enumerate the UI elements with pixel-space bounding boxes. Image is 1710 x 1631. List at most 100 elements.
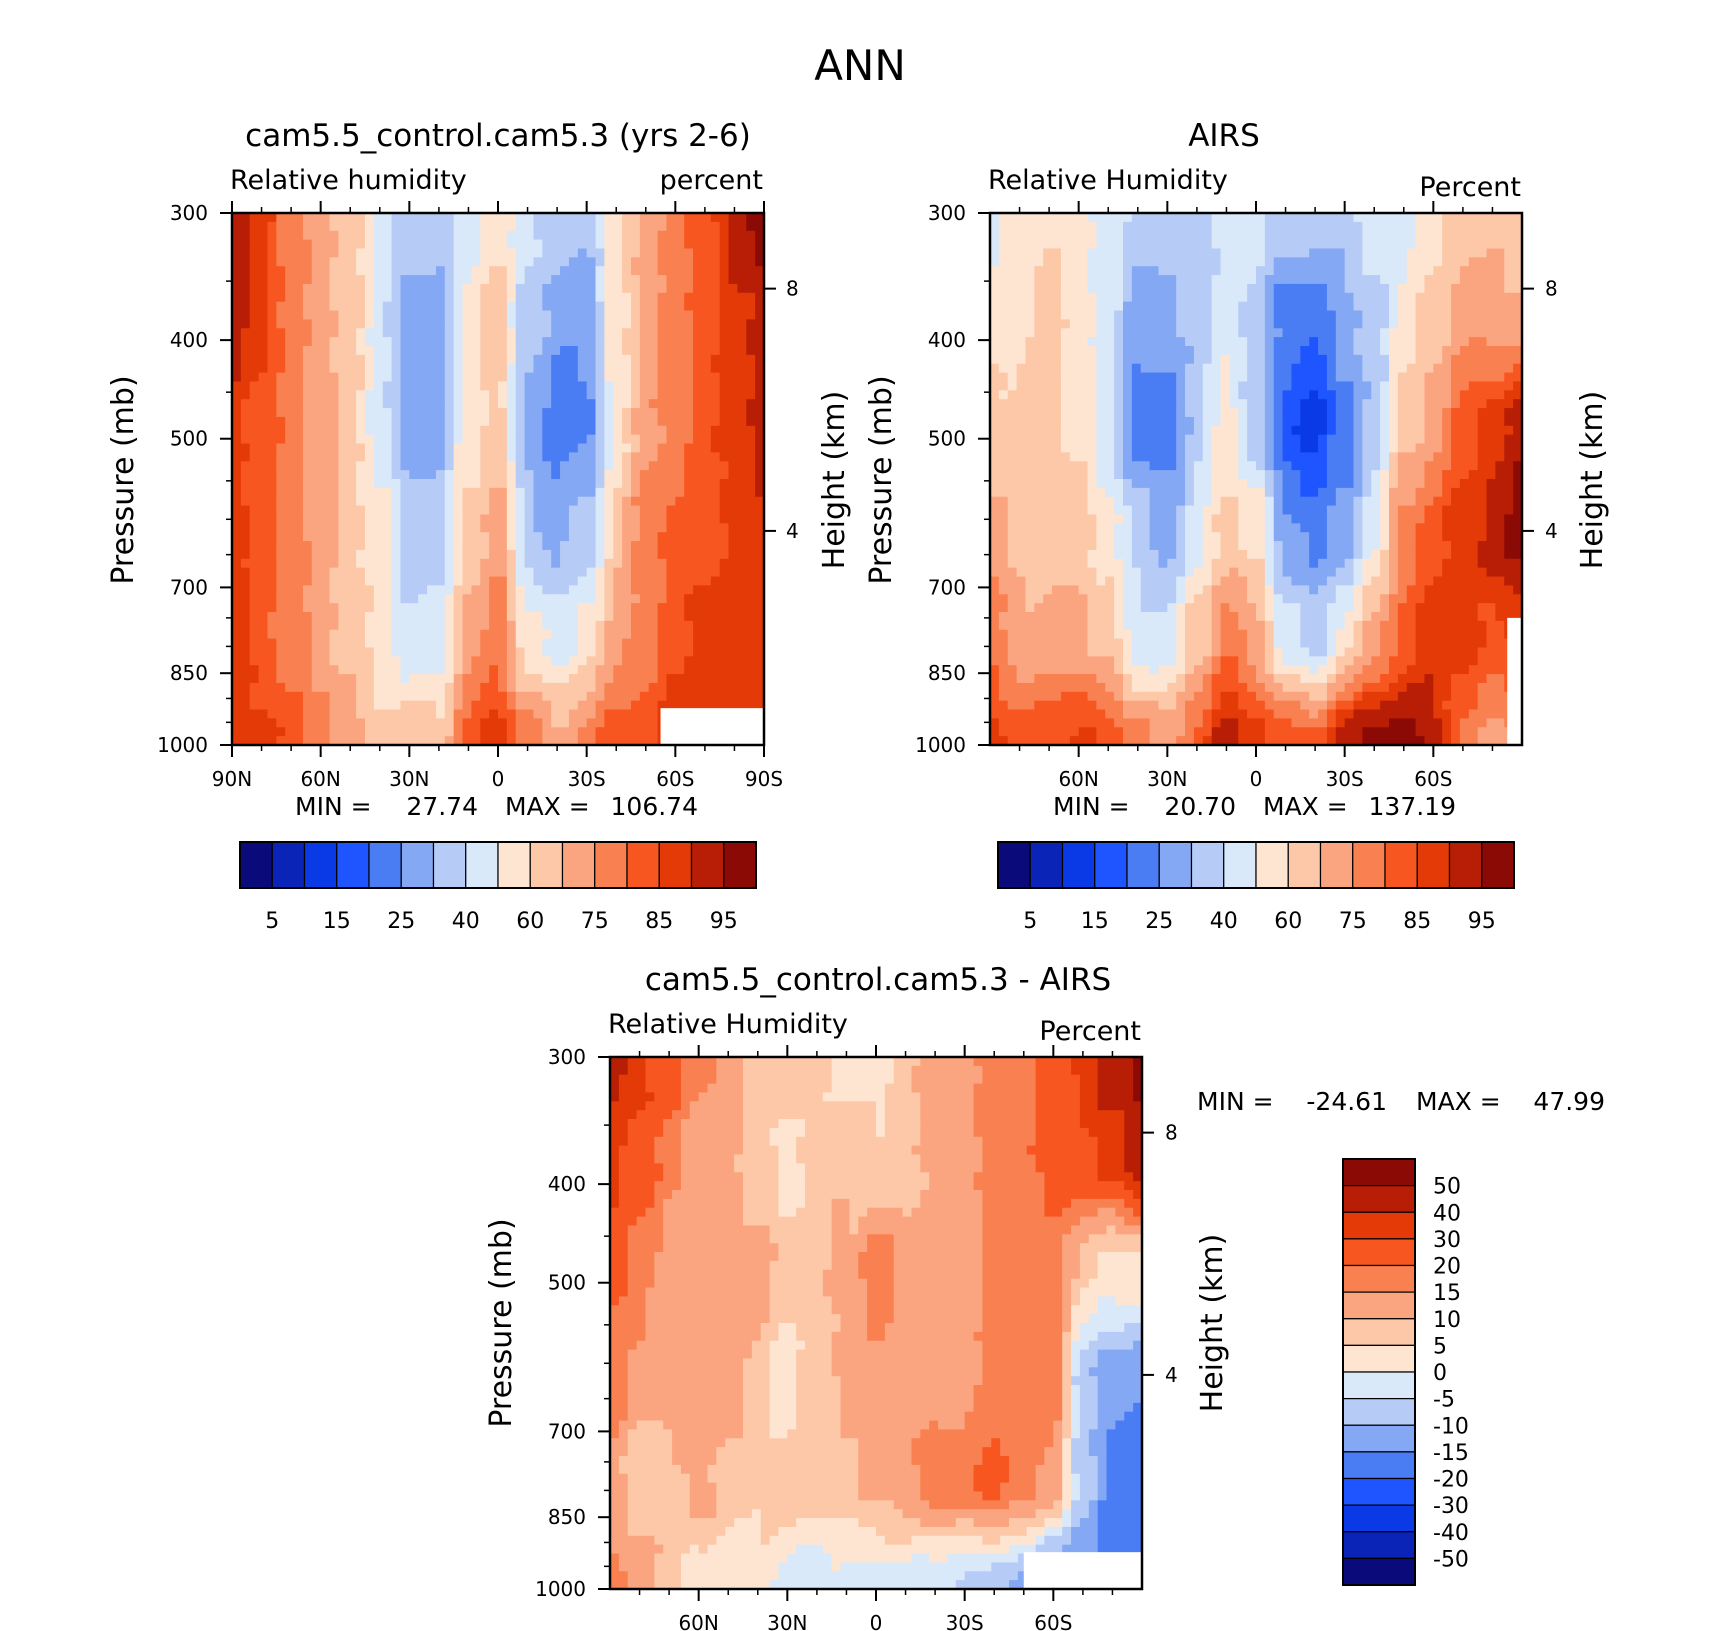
contour-cell — [675, 514, 685, 524]
contour-cell — [568, 487, 579, 498]
contour-cell — [1123, 443, 1133, 453]
contour-cell — [498, 479, 508, 489]
contour-cell — [329, 585, 339, 595]
contour-cell — [471, 470, 481, 480]
contour-cell — [1123, 213, 1133, 223]
contour-cell — [746, 629, 756, 640]
contour-cell — [577, 718, 588, 728]
contour-cell — [373, 399, 384, 409]
contour-cell — [998, 425, 1009, 436]
contour-cell — [604, 328, 614, 338]
contour-cell — [489, 213, 499, 223]
contour-cell — [1149, 505, 1160, 516]
contour-cell — [1078, 470, 1089, 480]
contour-cell — [1078, 266, 1089, 276]
contour-cell — [498, 691, 508, 702]
contour-cell — [1034, 585, 1044, 595]
contour-cell — [418, 443, 428, 453]
contour-cell — [551, 408, 561, 418]
contour-cell — [1069, 549, 1080, 560]
contour-cell — [338, 665, 348, 675]
contour-cell — [338, 221, 348, 232]
contour-cell — [506, 319, 517, 329]
contour-cell — [990, 230, 1000, 241]
contour-cell — [631, 576, 641, 586]
contour-cell — [657, 470, 668, 480]
contour-cell — [1025, 603, 1035, 613]
contour-cell — [524, 301, 535, 312]
contour-cell — [258, 700, 269, 711]
contour-cell — [1096, 558, 1106, 569]
contour-cell — [480, 629, 490, 640]
contour-cell — [338, 549, 348, 560]
contour-cell — [1140, 470, 1151, 480]
contour-cell — [719, 470, 730, 480]
contour-cell — [577, 656, 588, 666]
contour-cell — [568, 612, 579, 622]
contour-cell — [427, 603, 437, 613]
contour-cell — [1069, 709, 1080, 719]
contour-cell — [719, 319, 730, 329]
contour-cell — [604, 487, 614, 498]
contour-cell — [338, 239, 348, 250]
contour-cell — [613, 496, 623, 507]
contour-cell — [533, 292, 543, 303]
colorbar-box — [690, 841, 725, 889]
contour-cell — [418, 346, 428, 356]
contour-cell — [427, 328, 437, 338]
contour-cell — [1025, 230, 1035, 241]
contour-cell — [267, 381, 277, 391]
contour-cell — [391, 408, 402, 418]
contour-cell — [435, 452, 446, 462]
contour-cell — [1167, 416, 1177, 427]
contour-cell — [356, 523, 366, 533]
contour-cell — [320, 514, 331, 524]
contour-cell — [755, 691, 764, 702]
contour-cell — [577, 337, 588, 347]
contour-cell — [737, 310, 747, 320]
contour-cell — [240, 301, 251, 312]
contour-cell — [285, 266, 295, 276]
contour-cell — [1007, 736, 1018, 745]
contour-cell — [427, 487, 437, 498]
contour-cell — [285, 381, 295, 391]
contour-cell — [551, 275, 561, 285]
contour-cell — [365, 585, 375, 595]
contour-cell — [586, 682, 597, 693]
contour-cell — [302, 674, 313, 684]
contour-cell — [595, 425, 605, 436]
contour-cell — [373, 470, 384, 480]
contour-cell — [400, 230, 410, 241]
contour-cell — [302, 576, 313, 586]
contour-cell — [737, 612, 747, 622]
contour-cell — [258, 372, 269, 383]
contour-cell — [382, 514, 393, 524]
contour-cell — [462, 425, 472, 436]
contour-cell — [533, 399, 543, 409]
contour-cell — [302, 700, 313, 711]
contour-cell — [1060, 523, 1071, 533]
contour-cell — [506, 337, 517, 347]
contour-cell — [568, 470, 579, 480]
contour-cell — [285, 337, 295, 347]
contour-cell — [489, 514, 499, 524]
contour-cell — [311, 416, 322, 427]
contour-cell — [294, 301, 304, 312]
contour-cell — [998, 647, 1009, 657]
contour-cell — [489, 461, 499, 471]
contour-cell — [400, 443, 410, 453]
contour-cell — [489, 612, 499, 622]
contour-cell — [657, 549, 668, 560]
contour-cell — [462, 674, 472, 684]
contour-cell — [427, 718, 437, 728]
contour-cell — [365, 390, 375, 400]
contour-cell — [693, 443, 703, 453]
contour-cell — [1007, 514, 1018, 524]
contour-cell — [1060, 487, 1071, 498]
contour-cell — [746, 567, 756, 578]
contour-cell — [631, 354, 641, 365]
contour-cell — [400, 452, 410, 462]
contour-cell — [1096, 452, 1106, 462]
contour-cell — [542, 638, 552, 649]
contour-cell — [1105, 408, 1115, 418]
